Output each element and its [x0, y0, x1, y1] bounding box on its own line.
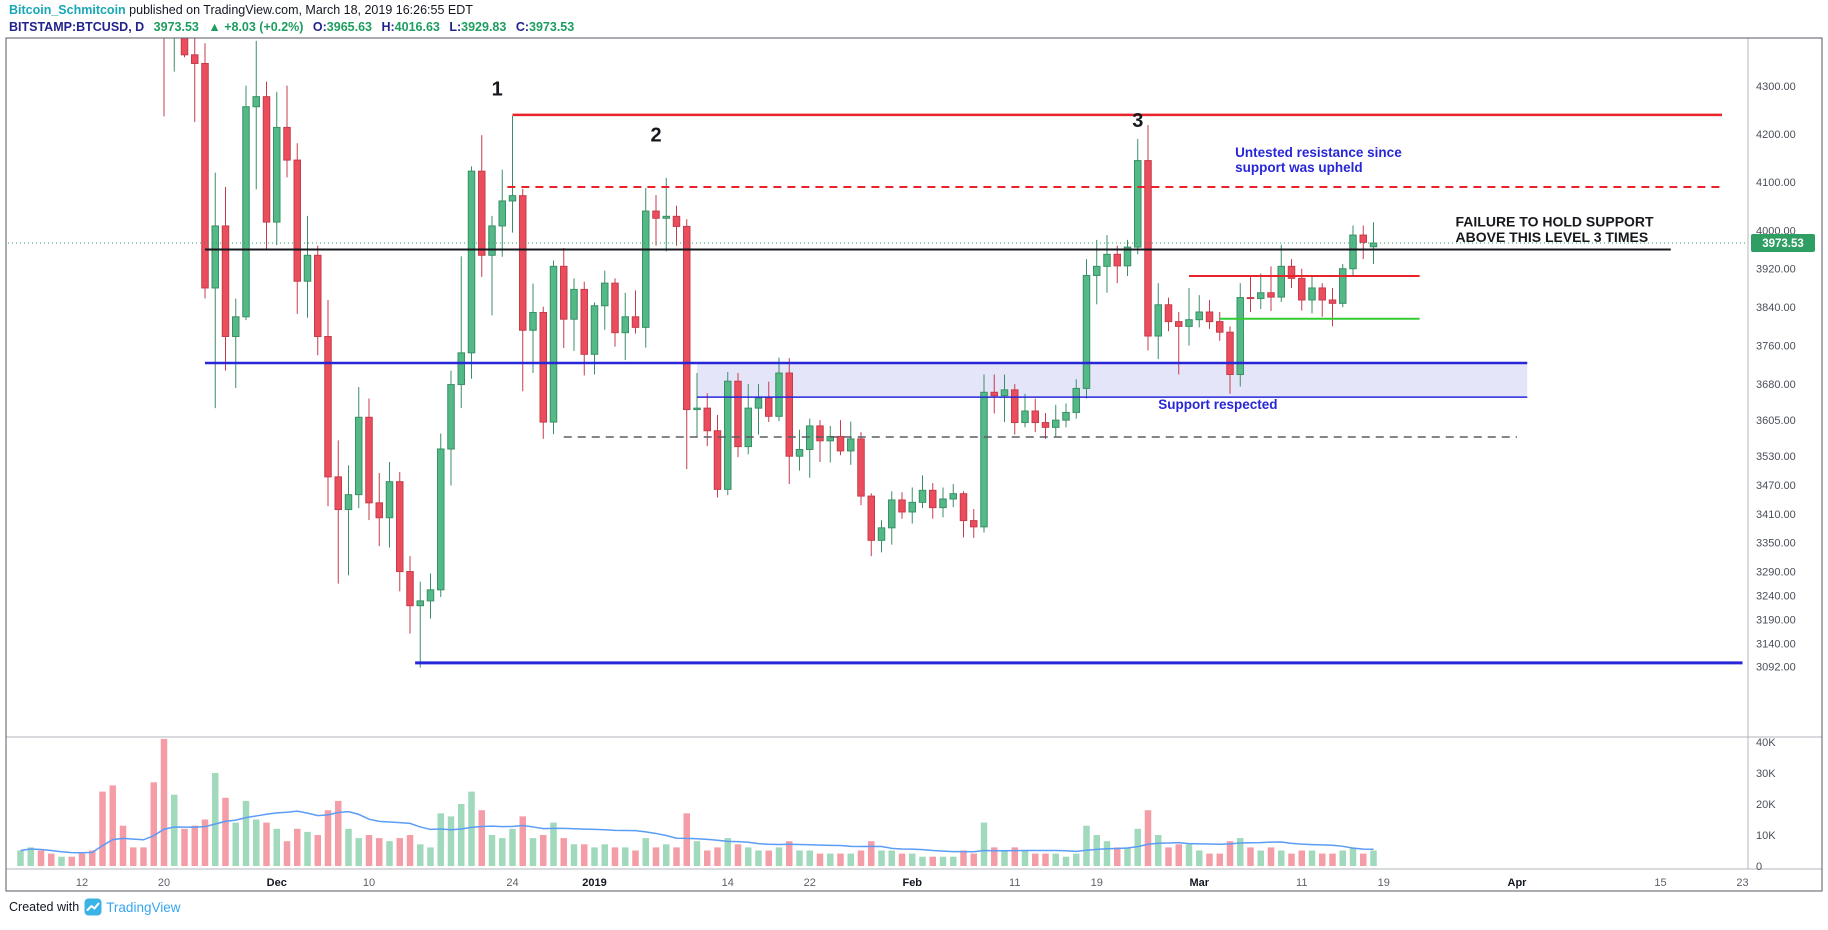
ohlc-high: H:4016.63: [381, 20, 440, 34]
candlestick-series: [163, 38, 1378, 668]
svg-text:FAILURE TO HOLD SUPPORT: FAILURE TO HOLD SUPPORT: [1456, 213, 1655, 229]
svg-text:3: 3: [1132, 110, 1143, 132]
volume-axis: 40K 30K 20K 10K 0: [1756, 737, 1776, 873]
symbol-title: BITSTAMP:BTCUSD, D: [9, 20, 145, 34]
svg-text:30K: 30K: [1756, 768, 1776, 780]
volume-ma-line: [20, 810, 1374, 854]
svg-text:2: 2: [650, 124, 661, 146]
svg-text:20: 20: [158, 877, 170, 889]
svg-text:1: 1: [492, 79, 503, 101]
author-link[interactable]: Bitcoin_Schmitcoin: [9, 3, 126, 17]
svg-text:3605.00: 3605.00: [1756, 415, 1796, 427]
svg-text:23: 23: [1736, 877, 1748, 889]
svg-text:3530.00: 3530.00: [1756, 451, 1796, 463]
price-level-lines: [205, 113, 1743, 665]
svg-text:15: 15: [1654, 877, 1666, 889]
svg-text:3140.00: 3140.00: [1756, 639, 1796, 651]
svg-text:support was upheld: support was upheld: [1235, 160, 1363, 175]
svg-text:Untested resistance since: Untested resistance since: [1235, 145, 1402, 160]
svg-text:3410.00: 3410.00: [1756, 509, 1796, 521]
last-price-badge: 3973.53: [1751, 233, 1815, 252]
svg-text:4300.00: 4300.00: [1756, 81, 1796, 93]
svg-text:3973.53: 3973.53: [1762, 238, 1804, 250]
volume-series: [17, 738, 1377, 866]
time-axis: 12 20 Dec 10 24 2019 14 22 Feb 11 19 Mar 11 19 Apr 15 23: [76, 877, 1749, 889]
svg-text:24: 24: [506, 877, 518, 889]
svg-text:14: 14: [722, 877, 734, 889]
price-axis: 4300.004200.004100.004000.003920.003840.…: [1756, 81, 1796, 674]
svg-text:12: 12: [76, 877, 88, 889]
svg-text:40K: 40K: [1756, 737, 1776, 749]
svg-text:3190.00: 3190.00: [1756, 615, 1796, 627]
svg-text:4100.00: 4100.00: [1756, 177, 1796, 189]
ohlc-close: C:3973.53: [515, 20, 575, 34]
change-up-icon: ▲: [208, 20, 221, 34]
svg-text:2019: 2019: [582, 877, 606, 889]
svg-text:Dec: Dec: [267, 877, 287, 889]
svg-text:3680.00: 3680.00: [1756, 379, 1796, 391]
svg-text:ABOVE THIS LEVEL 3 TIMES: ABOVE THIS LEVEL 3 TIMES: [1456, 229, 1649, 245]
svg-text:Apr: Apr: [1508, 877, 1528, 889]
svg-text:19: 19: [1091, 877, 1103, 889]
svg-text:3920.00: 3920.00: [1756, 264, 1796, 276]
symbol-bar: BITSTAMP:BTCUSD, D 3973.53 ▲ +8.03 (+0.2…: [9, 19, 1828, 36]
svg-text:Support respected: Support respected: [1158, 397, 1277, 412]
last-price-value: 3973.53: [153, 20, 199, 34]
svg-text:Feb: Feb: [902, 877, 922, 889]
svg-text:20K: 20K: [1756, 799, 1776, 811]
svg-text:10: 10: [363, 877, 375, 889]
change-value: +8.03 (+0.2%): [224, 20, 304, 34]
tradingview-link[interactable]: TradingView: [84, 898, 180, 916]
svg-text:19: 19: [1378, 877, 1390, 889]
ohlc-low: L:3929.83: [449, 20, 507, 34]
chart-header: Bitcoin_Schmitcoin published on TradingV…: [9, 0, 1828, 36]
tradingview-logo: [84, 898, 102, 916]
svg-text:3470.00: 3470.00: [1756, 480, 1796, 492]
svg-text:3092.00: 3092.00: [1756, 662, 1796, 674]
attribution-text: published on TradingView.com, March 18, …: [125, 3, 473, 17]
svg-text:22: 22: [804, 877, 816, 889]
svg-text:3350.00: 3350.00: [1756, 538, 1796, 550]
svg-text:11: 11: [1009, 877, 1020, 889]
svg-text:4200.00: 4200.00: [1756, 129, 1796, 141]
created-with-text: Created with: [9, 900, 80, 914]
svg-text:0: 0: [1756, 861, 1762, 873]
svg-text:3290.00: 3290.00: [1756, 567, 1796, 579]
attribution-bar: Bitcoin_Schmitcoin published on TradingV…: [9, 0, 1828, 19]
support-zone: [697, 362, 1528, 398]
svg-text:Mar: Mar: [1189, 877, 1209, 889]
svg-text:3240.00: 3240.00: [1756, 591, 1796, 603]
svg-text:3840.00: 3840.00: [1756, 302, 1796, 314]
svg-text:3760.00: 3760.00: [1756, 341, 1796, 353]
footer: Created with TradingView: [9, 898, 180, 916]
tradingview-brand-text: TradingView: [106, 899, 181, 915]
svg-text:11: 11: [1296, 877, 1307, 889]
pane-borders: [5, 37, 1823, 892]
ohlc-open: O:3965.63: [312, 20, 372, 34]
svg-text:10K: 10K: [1756, 830, 1776, 842]
